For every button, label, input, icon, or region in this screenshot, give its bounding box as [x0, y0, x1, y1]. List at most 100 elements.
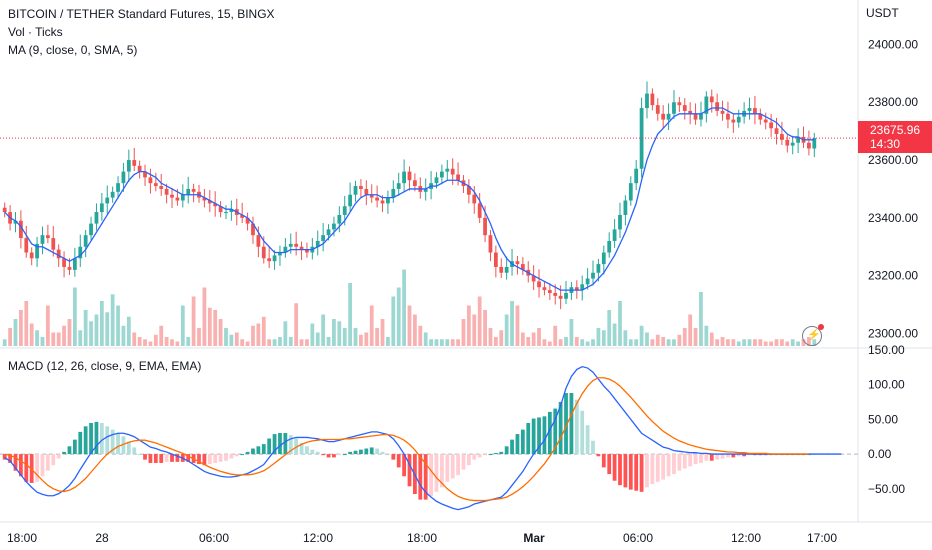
macd-histogram-bar: [186, 454, 191, 462]
macd-histogram-bar: [672, 454, 676, 475]
candle-body: [305, 249, 309, 253]
volume-bar: [245, 341, 250, 346]
candle-body: [67, 266, 72, 270]
candle-body: [224, 212, 228, 214]
candle-body: [24, 238, 29, 253]
macd-histogram-bar: [645, 454, 649, 488]
macd-histogram-bar: [553, 408, 558, 455]
candle-body: [488, 235, 493, 253]
volume-bar: [278, 337, 282, 346]
macd-histogram-bar: [574, 399, 579, 455]
macd-histogram-bar: [326, 454, 331, 458]
volume-bar: [2, 339, 7, 346]
volume-bar: [353, 328, 358, 346]
volume-bar: [267, 339, 272, 346]
volume-bar: [591, 339, 595, 346]
macd-histogram-bar: [305, 446, 309, 455]
volume-bar: [720, 337, 725, 346]
macd-histogram-bar: [456, 454, 460, 476]
candle-body: [99, 203, 104, 213]
candle-body: [758, 113, 763, 120]
candle-body: [466, 186, 471, 195]
volume-bar: [542, 339, 547, 346]
symbol-title: BITCOIN / TETHER Standard Futures, 15, B…: [8, 7, 275, 21]
candle-body: [2, 207, 7, 213]
lightning-icon[interactable]: ⚡: [802, 324, 824, 346]
candle-body: [56, 249, 61, 259]
volume-bar: [564, 337, 568, 346]
candle-body: [413, 180, 417, 187]
macd-legend[interactable]: MACD (12, 26, close, 9, EMA, EMA): [8, 359, 202, 373]
macd-histogram-bar: [375, 448, 380, 455]
volume-bar: [288, 337, 293, 346]
candle-body: [585, 278, 590, 285]
volume-bar: [607, 310, 612, 346]
macd-histogram-bar: [256, 446, 261, 455]
volume-bar: [645, 332, 649, 346]
macd-histogram-bar: [321, 454, 326, 456]
signal-line: [4, 377, 809, 502]
macd-histogram-bar: [510, 439, 514, 455]
macd-histogram-bar: [24, 454, 29, 482]
candle-body: [294, 243, 299, 247]
candle-body: [267, 258, 272, 262]
time-tick-label: 18:00: [407, 531, 437, 545]
volume-bar: [51, 332, 56, 346]
candle-body: [423, 188, 428, 192]
macd-histogram-bar: [175, 454, 180, 462]
volume-bar: [229, 334, 234, 346]
candle-body: [623, 200, 628, 215]
volume-bar: [116, 305, 120, 346]
volume-bar: [137, 337, 142, 346]
volume-bar: [305, 339, 309, 346]
volume-bar: [348, 283, 353, 346]
macd-histogram-bar: [342, 454, 347, 456]
candle-body: [672, 102, 676, 114]
volume-bar: [445, 339, 450, 346]
candle-body: [396, 183, 401, 189]
macd-histogram-bar: [596, 454, 601, 457]
volume-bar: [143, 339, 147, 346]
volume-bar: [537, 328, 541, 346]
macd-histogram-bar: [153, 454, 158, 463]
candle-body: [78, 246, 83, 259]
candle-body: [29, 252, 34, 259]
volume-bar: [207, 307, 212, 346]
candle-body: [386, 197, 390, 204]
candle-body: [753, 108, 757, 114]
candle-body: [369, 194, 374, 198]
macd-histogram-bar: [299, 442, 304, 455]
macd-histogram-bar: [682, 454, 687, 469]
candle-body: [682, 105, 687, 111]
candle-body: [19, 220, 23, 239]
macd-histogram-bar: [8, 454, 12, 463]
volume-bar: [110, 294, 115, 346]
candle-body: [574, 287, 579, 291]
macd-histogram-bar: [337, 454, 342, 456]
macd-histogram-bar: [143, 454, 147, 460]
macd-histogram-bar: [461, 454, 466, 470]
volume-bar: [240, 339, 245, 346]
volume-bar: [164, 337, 169, 346]
volume-bar: [89, 321, 93, 346]
volume-bar: [251, 325, 255, 346]
candle-body: [218, 206, 223, 213]
ma-legend[interactable]: MA (9, close, 0, SMA, 5): [8, 43, 138, 57]
macd-histogram-bar: [19, 454, 23, 477]
volume-bar: [121, 325, 126, 346]
macd-histogram-bar: [650, 454, 655, 485]
volume-bar: [170, 339, 174, 346]
candle-body: [639, 108, 644, 169]
candle-body: [483, 217, 487, 236]
currency-label[interactable]: USDT: [866, 6, 899, 20]
candle-body: [83, 235, 88, 247]
volume-legend[interactable]: Vol · Ticks: [8, 25, 63, 39]
price-tick-label: 23400.00: [868, 211, 918, 225]
macd-histogram-bar: [380, 451, 385, 455]
candle-body: [116, 183, 120, 192]
candle-body: [89, 223, 93, 236]
volume-bar: [450, 339, 455, 346]
price-tick-label: 23800.00: [868, 95, 918, 109]
volume-bar: [515, 305, 520, 346]
